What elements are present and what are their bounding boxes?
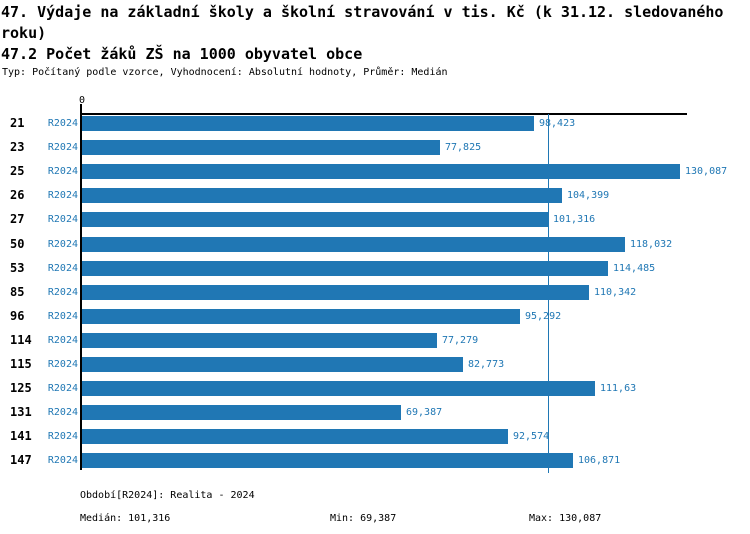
bar: [82, 309, 520, 324]
row-period-label: R2024: [47, 263, 78, 274]
row-category-label: 26: [10, 188, 25, 202]
row-category-label: 27: [10, 212, 25, 226]
row-category-label: 96: [10, 309, 25, 323]
plot-area: 98,423 77,825 130,087 104,399 101,316 118,032…: [82, 114, 727, 477]
y-axis-line: [80, 104, 82, 470]
row-period-label: R2024: [47, 142, 78, 153]
row-category-label: 131: [10, 405, 32, 419]
row-period-label: R2024: [47, 166, 78, 177]
bar-value-label: 106,871: [578, 455, 621, 466]
bar-value-label: 130,087: [685, 166, 728, 177]
bar-value-label: 69,387: [406, 407, 443, 418]
row-category-label: 115: [10, 357, 32, 371]
row-category-label: 85: [10, 285, 25, 299]
bar-value-label: 82,773: [468, 359, 505, 370]
bar-value-label: 118,032: [630, 239, 673, 250]
row-category-label: 147: [10, 453, 32, 467]
row-period-label: R2024: [47, 335, 78, 346]
bar-value-label: 98,423: [539, 118, 576, 129]
bar: [82, 164, 680, 179]
chart-title: 47. Výdaje na základní školy a školní st…: [1, 3, 724, 42]
row-period-label: R2024: [47, 431, 78, 442]
bar: [82, 285, 589, 300]
row-category-label: 50: [10, 237, 25, 251]
bar-value-label: 101,316: [553, 214, 596, 225]
row-period-label: R2024: [47, 214, 78, 225]
row-category-label: 114: [10, 333, 32, 347]
bar: [82, 333, 437, 348]
row-category-label: 125: [10, 381, 32, 395]
bar: [82, 453, 573, 468]
row-category-label: 53: [10, 261, 25, 275]
chart-indicator-title: 47.2 Počet žáků ZŠ na 1000 obyvatel obce: [1, 45, 363, 63]
bar-value-label: 114,485: [613, 263, 656, 274]
bar-value-label: 92,574: [513, 431, 550, 442]
row-period-label: R2024: [47, 239, 78, 250]
bar: [82, 116, 534, 131]
bar-value-label: 77,279: [442, 335, 479, 346]
row-category-label: 25: [10, 164, 25, 178]
row-period-label: R2024: [47, 118, 78, 129]
legend-median-stat: Medián: 101,316: [80, 513, 171, 524]
bar: [82, 429, 508, 444]
bar-value-label: 111,63: [600, 383, 637, 394]
bar: [82, 212, 548, 227]
bar: [82, 357, 463, 372]
bar: [82, 188, 562, 203]
row-period-label: R2024: [47, 407, 78, 418]
x-axis-line: [80, 113, 687, 115]
legend-period-line: Období[R2024]: Realita - 2024: [80, 490, 255, 501]
row-period-label: R2024: [47, 359, 78, 370]
row-period-label: R2024: [47, 311, 78, 322]
legend-max-stat: Max: 130,087: [529, 513, 602, 524]
row-period-label: R2024: [47, 287, 78, 298]
bar-value-label: 77,825: [445, 142, 482, 153]
bar: [82, 381, 595, 396]
bar-value-label: 110,342: [594, 287, 637, 298]
row-category-label: 23: [10, 140, 25, 154]
row-category-label: 21: [10, 116, 25, 130]
chart-meta-line: Typ: Počítaný podle vzorce, Vyhodnocení:…: [2, 67, 448, 78]
row-period-label: R2024: [47, 383, 78, 394]
row-period-label: R2024: [47, 455, 78, 466]
bar: [82, 261, 608, 276]
row-period-label: R2024: [47, 190, 78, 201]
bar: [82, 405, 401, 420]
bar-value-label: 104,399: [567, 190, 610, 201]
bar: [82, 140, 440, 155]
x-axis-zero-label: 0: [78, 95, 86, 106]
bar: [82, 237, 625, 252]
row-category-label: 141: [10, 429, 32, 443]
bar-value-label: 95,292: [525, 311, 562, 322]
legend-min-stat: Min: 69,387: [330, 513, 397, 524]
